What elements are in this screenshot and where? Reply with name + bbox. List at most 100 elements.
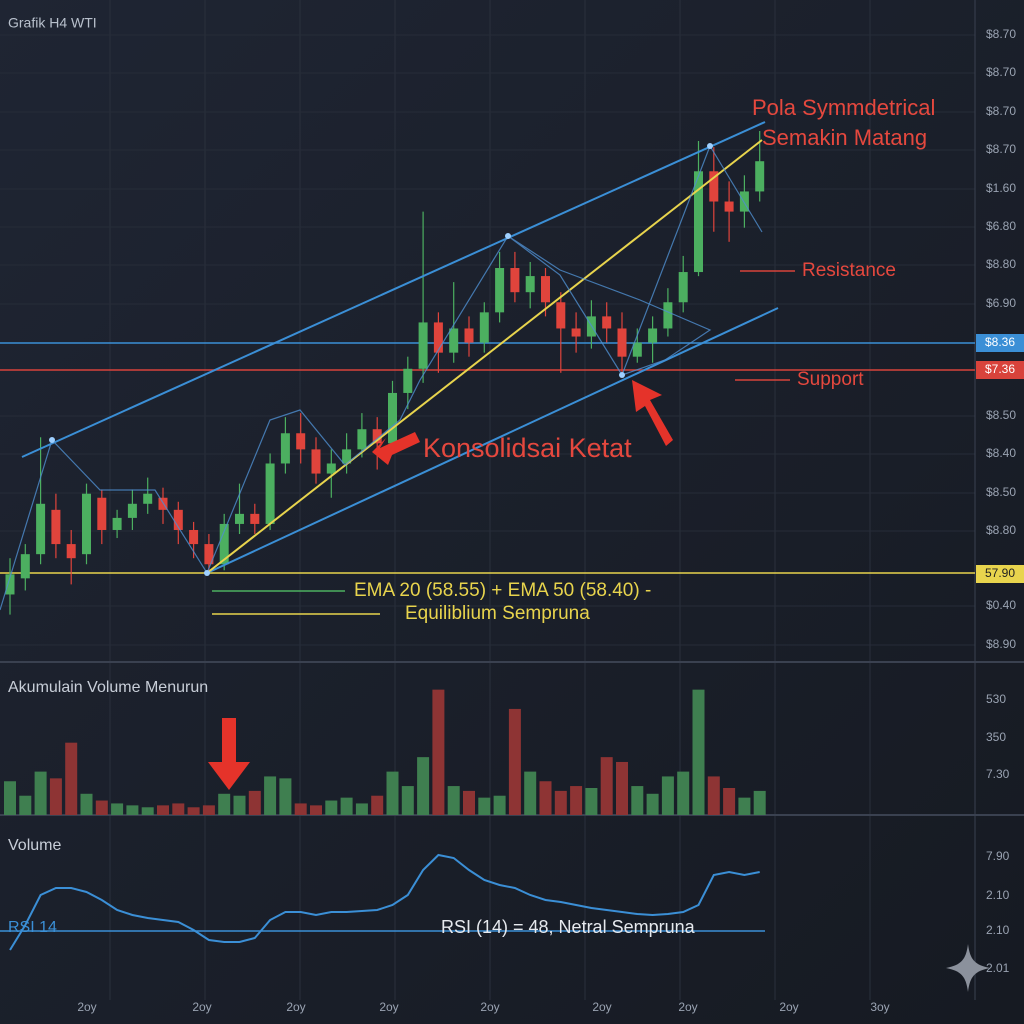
candle-body [403,368,413,393]
volume-bar [524,771,537,815]
panel-title: Akumulain Volume Menurun [8,679,208,696]
volume-bar [753,790,766,815]
y-axis-label: 2.10 [986,888,1010,902]
pivot [505,233,511,239]
candle-body [36,503,46,555]
volume-bar [264,776,277,815]
panel-title: Volume [8,837,61,854]
volume-bar [478,797,491,815]
volume-bar [310,805,322,815]
volume-bar [600,757,613,815]
y-axis-label: $8.80 [986,523,1016,537]
candle-body [755,161,765,192]
volume-bar [202,805,215,815]
y-axis-label: $8.70 [986,142,1016,156]
y-axis-label: $6.80 [986,219,1016,233]
axes: $8.70 $8.70 $8.70 $8.70 $1.60 $6.80 $8.80 $6.90… [77,27,1016,1014]
volume-bar [386,771,399,815]
volume-bar [585,788,598,815]
y-axis-label: 2.10 [986,923,1010,937]
volume-bar [4,781,16,815]
candle-body [143,493,153,504]
candle-body [571,328,581,337]
volume-bar [508,708,521,815]
price-badge-label: $7.36 [985,362,1015,376]
candle-body [418,322,428,369]
candle-body [342,449,352,464]
rsi-annotation: RSI (14) = 48, Netral Sempruna [441,917,696,937]
volume-bar [539,781,552,815]
volume-bar [294,803,307,815]
candle-body [311,449,321,474]
candle-body [296,433,306,450]
price-badge-label: 57.90 [985,566,1015,580]
candle-body [235,513,244,524]
volume-bar [172,803,185,815]
candle-body [388,392,397,444]
y-axis-label: $6.90 [986,296,1016,310]
candle-body [449,328,459,353]
x-axis-label: 2oy [192,1000,211,1014]
channel-line [21,121,766,458]
trend-line [206,139,763,574]
volume-bar [723,788,736,815]
candle-body [204,544,214,565]
candle-body [617,328,627,357]
candle-body [189,529,199,545]
volume-bar [692,689,705,815]
x-axis-label: 2oy [77,1000,96,1014]
volume-bar [340,797,353,815]
candle-body [464,328,474,343]
volume-bar [218,793,231,815]
candle-body [173,509,183,530]
volume-bar [34,771,47,815]
rsi [9,853,760,951]
rsi-line [9,853,760,951]
volume-bar [233,795,246,815]
price-badge [976,334,1024,352]
volume-bar [371,795,384,815]
volume-bar [95,800,108,815]
x-axis-label: 3oy [870,1000,889,1014]
x-axis-label: 2oy [779,1000,798,1014]
volume-bar [65,742,78,815]
volume-bar [141,807,154,815]
y-axis-label: 7.30 [986,767,1010,781]
x-axis-label: 2oy [286,1000,305,1014]
candle-body [82,493,91,555]
y-axis-label: 7.90 [986,849,1010,863]
candle-body [632,342,642,357]
volume-bar [432,689,445,815]
candle-body [357,429,367,450]
pivot [707,143,713,149]
x-axis-label: 2oy [480,1000,499,1014]
y-axis-label: $8.40 [986,446,1016,460]
candle-body [678,272,688,303]
candle-body [127,503,137,518]
y-axis-label: $8.70 [986,27,1016,41]
y-axis-label: $8.90 [986,637,1016,651]
volume-bar [80,793,93,815]
candle-body [495,268,505,313]
y-axis-label: $8.70 [986,65,1016,79]
volume-bar [493,795,506,815]
volume-bar [111,803,124,815]
volume-bar [677,771,690,815]
volume-bar [157,805,169,815]
candle-body [66,544,76,559]
grid [0,0,975,1000]
candle-body [556,302,566,329]
y-axis-label: $1.60 [986,181,1016,195]
x-axis-label: 2oy [379,1000,398,1014]
volume-bar [401,786,414,815]
volume-bar [187,807,200,815]
annotation: Konsolidsai Ketat [423,433,632,463]
price-badge-label: $8.36 [985,335,1015,349]
candle-body [510,268,520,293]
rsi-label: RSI 14 [8,919,57,936]
candle-body [694,171,703,273]
candle-body [525,276,535,293]
y-axis-label: 530 [986,692,1006,706]
